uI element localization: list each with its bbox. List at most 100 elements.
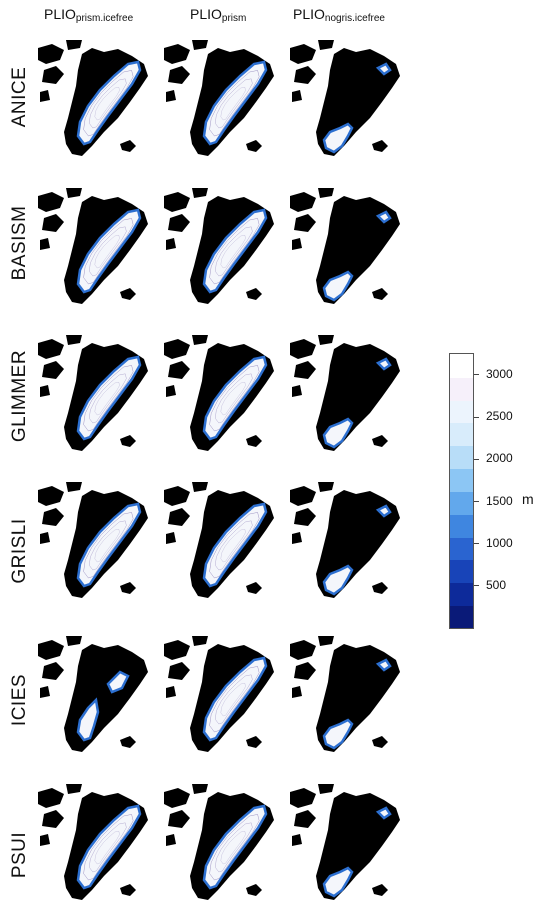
map-anice-col1 xyxy=(38,40,162,164)
column-title-base: PLIO xyxy=(44,6,76,22)
map-icies-col2 xyxy=(164,636,288,760)
map-basism-col2 xyxy=(164,188,288,312)
colorbar-segment xyxy=(450,582,473,607)
iceland xyxy=(246,435,262,447)
elevation-contour xyxy=(220,87,246,121)
ice-sheet xyxy=(202,656,268,742)
elevation-contour xyxy=(89,373,127,424)
arctic-islands xyxy=(290,636,334,698)
ice-sheet xyxy=(322,658,392,750)
elevation-contour xyxy=(220,683,246,717)
ice-sheet xyxy=(76,670,130,742)
iceland xyxy=(372,435,388,447)
arctic-islands xyxy=(290,482,334,544)
arctic-islands xyxy=(38,482,82,544)
iceland xyxy=(120,884,136,896)
elevation-contour xyxy=(83,814,134,881)
ice-sheet xyxy=(202,355,268,441)
elevation-contour xyxy=(220,235,246,269)
colorbar-tick-label: 500 xyxy=(486,577,507,592)
colorbar-segment xyxy=(450,422,473,447)
iceland xyxy=(246,582,262,594)
iceland xyxy=(120,435,136,447)
colorbar-segment xyxy=(450,445,473,470)
greenland-landmass xyxy=(64,644,148,752)
elevation-contour xyxy=(89,520,127,571)
elevation-contour xyxy=(83,70,134,137)
ice-sheet xyxy=(202,804,268,890)
colorbar-tick-label: 1500 xyxy=(486,493,513,508)
colorbar-tick: 1500 xyxy=(474,494,513,508)
map-psui-col1 xyxy=(38,784,162,908)
column-title-subscript: nogris.icefree xyxy=(324,13,385,24)
colorbar-tick-label: 2000 xyxy=(486,451,513,466)
arctic-islands xyxy=(290,784,334,846)
ice-sheet xyxy=(322,210,392,302)
column-title-3: PLIOnogris.icefree xyxy=(293,6,385,24)
iceland xyxy=(246,288,262,300)
iceland xyxy=(120,582,136,594)
map-anice-col2 xyxy=(164,40,288,164)
iceland xyxy=(246,884,262,896)
arctic-islands xyxy=(290,188,334,250)
elevation-contour xyxy=(89,822,127,873)
colorbar-tick: 500 xyxy=(474,578,506,592)
map-anice-col3 xyxy=(290,40,414,164)
arctic-islands xyxy=(38,188,82,250)
arctic-islands xyxy=(164,188,208,250)
elevation-contour xyxy=(215,822,253,873)
colorbar-tick: 2000 xyxy=(474,451,513,465)
elevation-contour xyxy=(220,382,246,416)
ice-sheet xyxy=(76,208,142,294)
map-glimmer-col2 xyxy=(164,335,288,459)
ice-sheet xyxy=(76,804,142,890)
ice-sheet xyxy=(202,502,268,588)
elevation-contour xyxy=(94,529,120,563)
arctic-islands xyxy=(164,784,208,846)
iceland xyxy=(120,140,136,152)
elevation-contour xyxy=(215,520,253,571)
iceland xyxy=(372,736,388,748)
arctic-islands xyxy=(164,335,208,397)
ice-sheet xyxy=(76,355,142,441)
colorbar-segment xyxy=(450,536,473,561)
elevation-contour xyxy=(83,365,134,432)
elevation-contour xyxy=(89,226,127,277)
column-title-subscript: prism.icefree xyxy=(75,13,134,24)
arctic-islands xyxy=(164,482,208,544)
arctic-islands xyxy=(38,40,82,102)
elevation-contour xyxy=(94,87,120,121)
colorbar-segment xyxy=(450,354,473,378)
column-title-2: PLIOprism xyxy=(190,6,246,24)
elevation-contour xyxy=(89,78,127,129)
elevation-contour xyxy=(215,78,253,129)
elevation-contour xyxy=(215,674,253,725)
colorbar-tick-label: 2500 xyxy=(486,409,513,424)
colorbar-segment xyxy=(450,468,473,492)
elevation-contour xyxy=(83,512,134,579)
map-icies-col1 xyxy=(38,636,162,760)
colorbar-tick: 1000 xyxy=(474,536,513,550)
iceland xyxy=(372,288,388,300)
colorbar-tick-label: 3000 xyxy=(486,367,513,382)
map-glimmer-col1 xyxy=(38,335,162,459)
map-psui-col2 xyxy=(164,784,288,908)
colorbar-segment xyxy=(450,491,473,515)
arctic-islands xyxy=(290,335,334,397)
map-basism-col3 xyxy=(290,188,414,312)
column-title-base: PLIO xyxy=(190,6,222,22)
elevation-contour xyxy=(215,373,253,424)
iceland xyxy=(246,736,262,748)
elevation-contour xyxy=(209,814,260,881)
elevation-contour xyxy=(215,226,253,277)
elevation-contour xyxy=(94,831,120,865)
column-title-subscript: prism xyxy=(221,13,247,24)
ice-sheet xyxy=(322,62,392,154)
arctic-islands xyxy=(290,40,334,102)
map-basism-col1 xyxy=(38,188,162,312)
map-psui-col3 xyxy=(290,784,414,908)
arctic-islands xyxy=(164,636,208,698)
ice-sheet xyxy=(322,357,392,449)
arctic-islands xyxy=(164,40,208,102)
ice-sheet xyxy=(322,806,392,898)
